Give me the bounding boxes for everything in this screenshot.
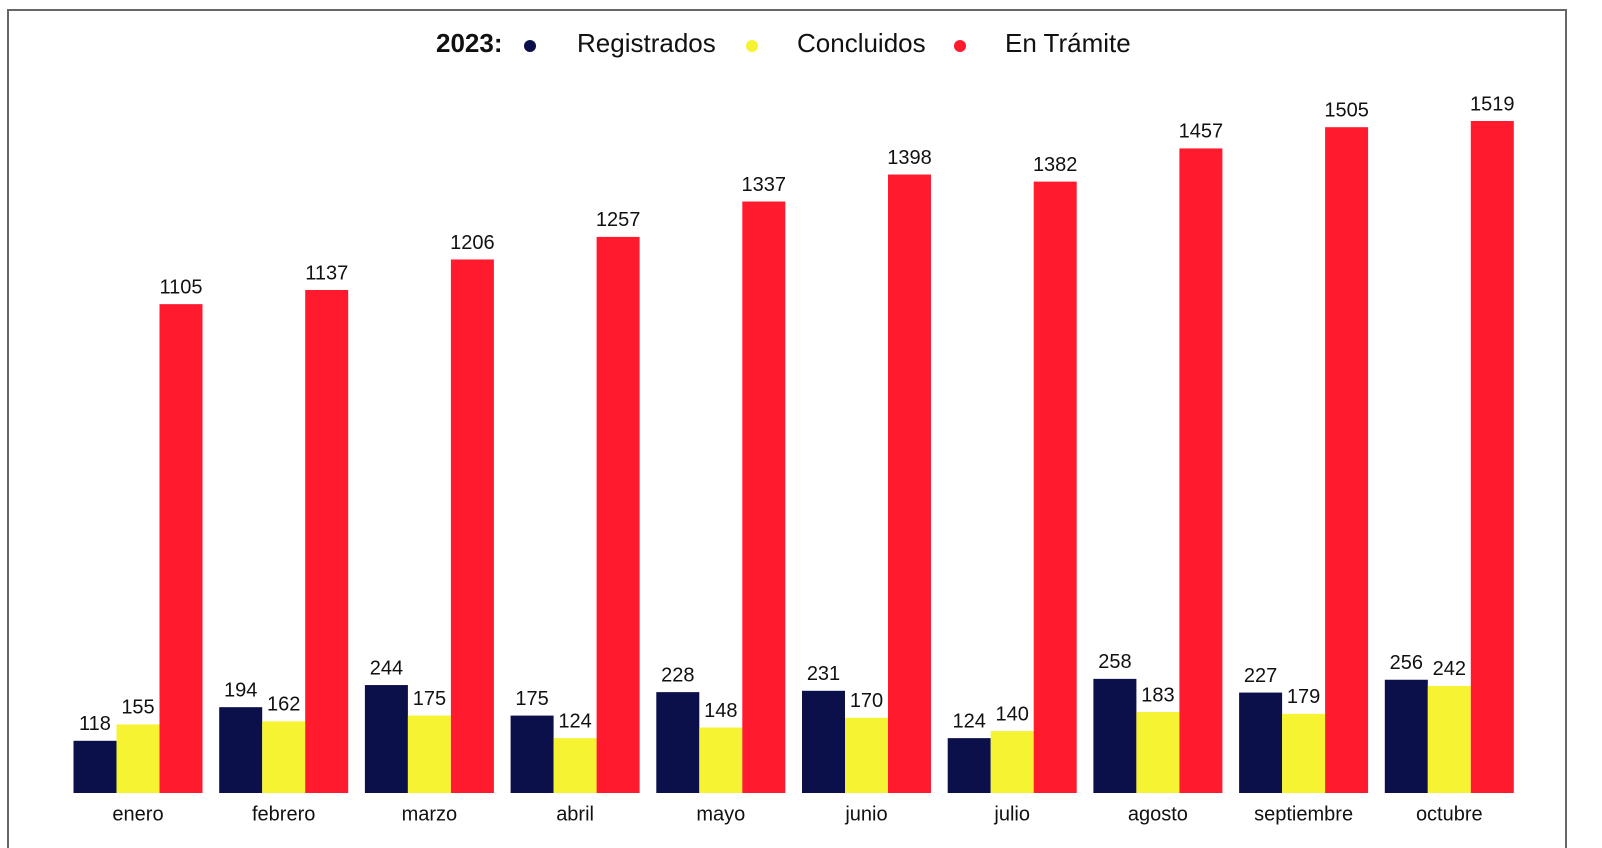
x-tick-label: junio [844,803,887,825]
data-label: 194 [224,679,257,701]
bar [219,707,263,793]
data-label: 1137 [305,262,348,284]
x-tick-label: abril [556,803,594,825]
bar [1470,121,1514,793]
bar [1239,692,1283,793]
bar [845,717,888,793]
bar [699,727,743,793]
data-label: 1206 [450,232,495,254]
data-label: 231 [807,663,840,685]
bar [656,692,700,793]
legend-label: Concluidos [797,28,926,58]
bar [1136,712,1180,793]
data-label: 124 [558,710,591,732]
data-label: 175 [515,688,548,710]
x-tick-label: mayo [696,803,745,825]
legend-marker [524,40,536,52]
x-tick-label: julio [993,803,1030,825]
data-label: 1457 [1179,121,1224,143]
data-label: 256 [1390,652,1423,674]
bar [262,721,306,793]
bar [1384,679,1428,793]
data-label: 175 [413,688,446,710]
bar [947,738,991,793]
bar [450,259,494,793]
data-label: 1505 [1324,99,1369,121]
data-label: 1519 [1470,93,1515,115]
x-tick-label: febrero [252,803,315,825]
bar [1427,685,1471,793]
data-label: 258 [1098,651,1131,673]
data-label: 162 [267,694,300,716]
x-tick-label: enero [112,803,163,825]
x-tick-label: agosto [1128,803,1188,825]
legend-title: 2023: [436,28,503,58]
data-label: 228 [661,664,694,686]
bar [742,201,786,794]
data-label: 227 [1244,665,1277,687]
data-label: 1337 [742,174,787,196]
x-tick-label: marzo [402,803,458,825]
x-tick-label: octubre [1416,803,1483,825]
legend-marker [746,40,758,52]
data-label: 155 [121,697,154,719]
bar [990,731,1034,793]
data-label: 170 [850,690,883,712]
data-label: 244 [370,657,403,679]
bar [364,685,408,793]
data-label: 242 [1433,658,1466,680]
data-label: 179 [1287,686,1320,708]
bar [1282,713,1326,793]
bar [116,724,160,793]
bar [802,690,845,793]
bar [407,715,451,793]
bar [596,236,640,793]
data-label: 148 [704,700,737,722]
bar [1033,181,1077,794]
bar [1179,148,1223,793]
bar [1093,678,1137,793]
bar [305,289,349,793]
data-label: 1257 [596,209,641,231]
bar [1325,127,1369,794]
bar [888,174,931,793]
bar [159,304,203,793]
legend-label: Registrados [577,28,716,58]
data-label: 140 [996,703,1029,725]
bar [553,738,597,793]
data-label: 124 [953,710,986,732]
legend-label: En Trámite [1005,28,1131,58]
data-label: 1105 [159,276,202,298]
bar [73,740,117,793]
data-label: 118 [79,713,111,735]
data-label: 1382 [1033,154,1078,176]
data-label: 183 [1141,684,1174,706]
x-tick-label: septiembre [1254,803,1353,825]
legend-marker [954,40,966,52]
data-label: 1398 [887,147,932,169]
chart-frame [7,9,1567,848]
bar [510,715,554,793]
